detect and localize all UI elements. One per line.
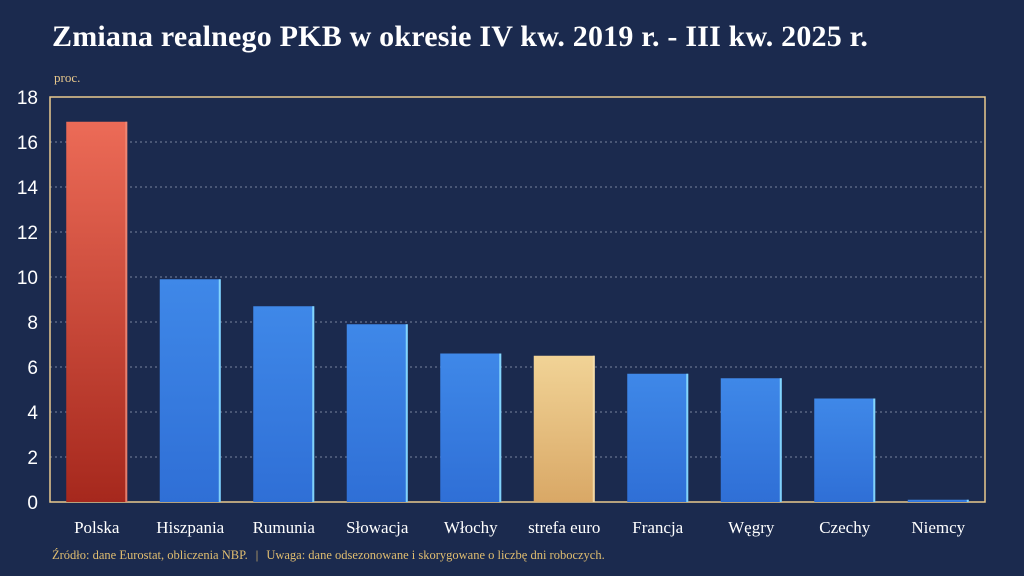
x-category-label: Węgry [728,518,775,537]
x-category-label: Włochy [444,518,498,537]
chart-title: Zmiana realnego PKB w okresie IV kw. 201… [52,20,869,53]
bar-highlight-edge [686,373,689,502]
y-tick-label: 0 [27,493,38,514]
bar-highlight-edge [592,355,595,502]
bar-polska [66,121,128,502]
footer-note: Źródło: dane Eurostat, obliczenia NBP. | U… [52,548,605,563]
y-tick-label: 6 [27,358,38,379]
y-tick-label: 10 [17,268,38,289]
bar-strefa-euro [533,355,595,502]
bar-highlight-edge [779,378,782,502]
bar-węgry [720,378,782,502]
y-tick-label: 16 [17,133,38,154]
bar-highlight-edge [405,324,408,502]
bar-rumunia [253,306,315,502]
y-tick-label: 4 [27,403,38,424]
y-tick-label: 18 [17,88,38,109]
source-note: Źródło: dane Eurostat, obliczenia NBP. [52,548,248,562]
x-axis-category-labels: Polska Hiszpania Rumunia Słowacja Włochy stre… [74,518,966,537]
bar-słowacja [346,324,408,502]
x-category-label: Francja [632,518,683,537]
bar-hiszpania [159,279,221,502]
x-category-label: strefa euro [528,518,600,537]
y-tick-label: 12 [17,223,38,244]
x-category-label: Czechy [819,518,870,537]
x-category-label: Rumunia [253,518,316,537]
plot-frame [49,96,986,503]
bar-highlight-edge [312,306,315,502]
footer-separator: | [255,548,259,562]
y-axis-tick-labels: 0 2 4 6 8 10 12 14 16 18 [17,88,39,514]
y-tick-label: 2 [27,448,38,469]
bar-highlight-edge [499,353,502,502]
bar-highlight-edge [218,279,221,502]
y-tick-label: 14 [17,178,39,199]
bar-francja [627,373,689,502]
x-category-label: Niemcy [911,518,965,537]
bars [66,121,969,502]
bar-niemcy [907,499,969,502]
x-category-label: Słowacja [346,518,409,537]
bar-włochy [440,353,502,502]
x-category-label: Polska [74,518,120,537]
bar-highlight-edge [966,499,969,502]
y-axis-unit-label: proc. [54,70,81,85]
y-tick-label: 8 [27,313,38,334]
bar-highlight-edge [873,398,876,502]
bar-czechy [814,398,876,502]
x-category-label: Hiszpania [156,518,224,537]
bar-highlight-edge [125,121,128,502]
method-note: Uwaga: dane odsezonowane i skorygowane o… [266,548,605,562]
